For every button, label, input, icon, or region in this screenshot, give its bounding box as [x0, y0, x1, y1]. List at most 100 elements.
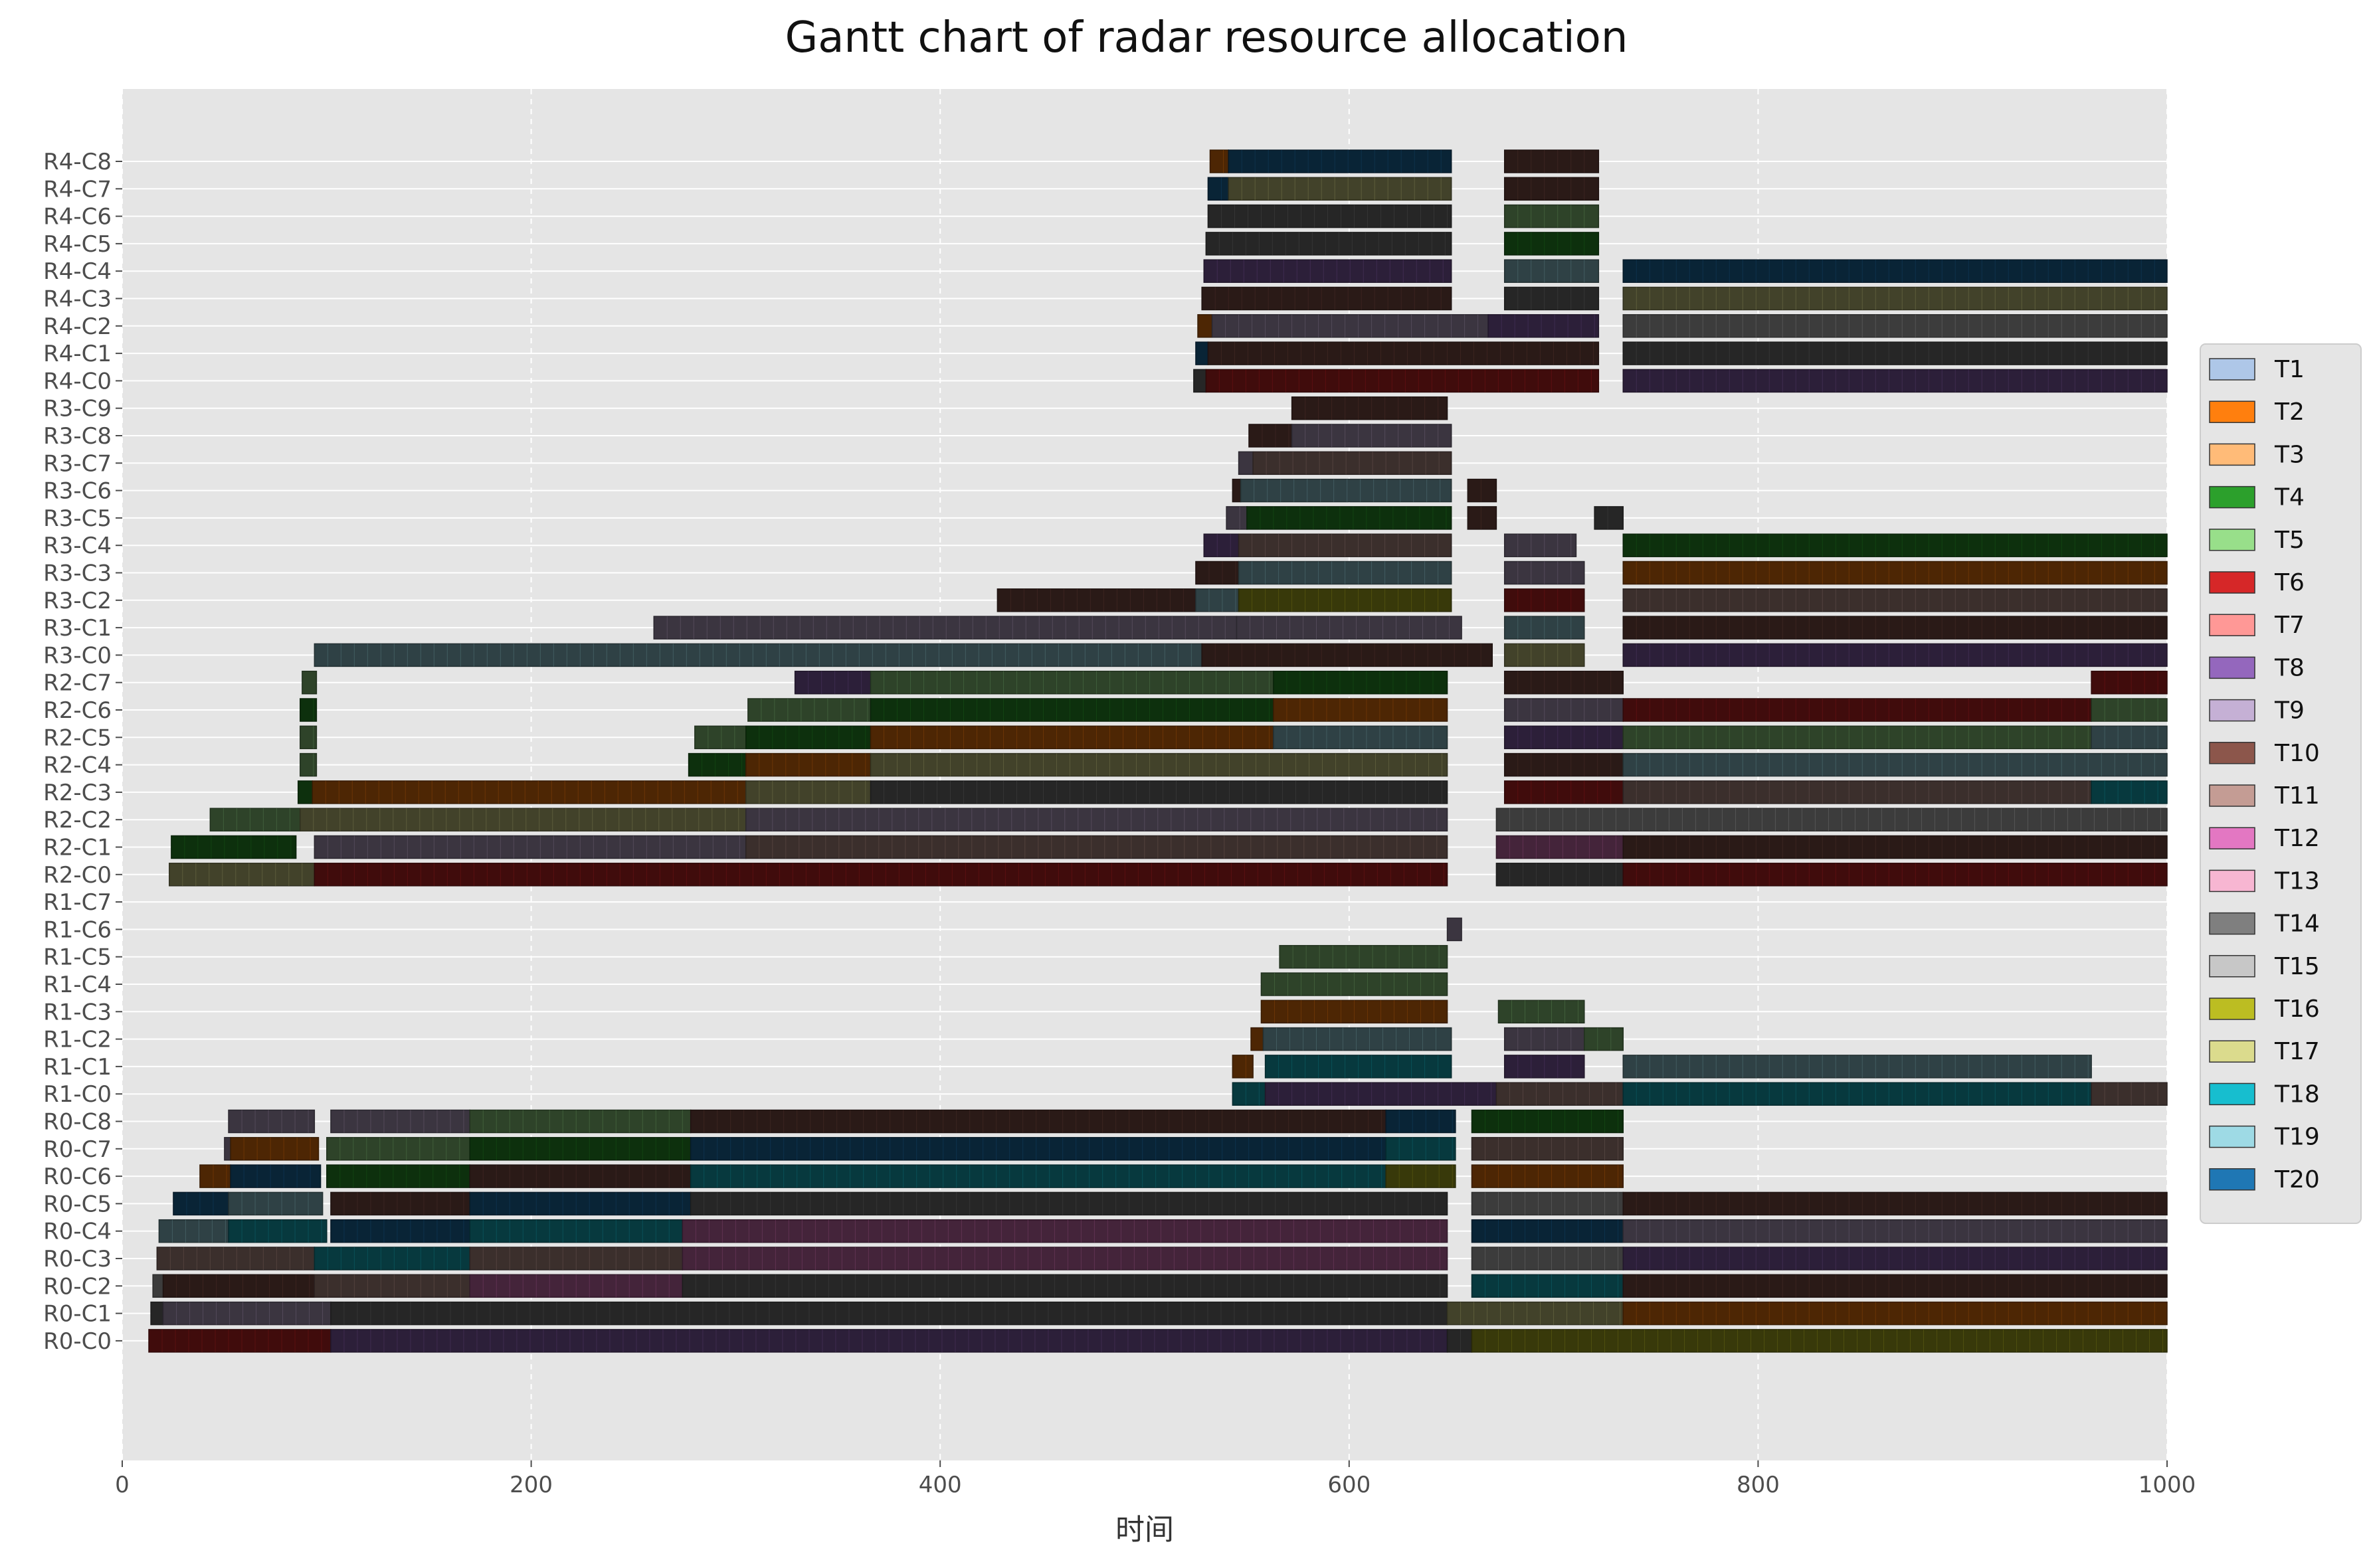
- task-bar-t4: [469, 1137, 692, 1161]
- legend-label-t17: T17: [2274, 1038, 2320, 1065]
- task-bar-t2: [1622, 1301, 2168, 1326]
- task-bar-t17: [1446, 1301, 1624, 1326]
- task-bar-t14: [150, 1301, 164, 1326]
- x-tick-label: 0: [115, 1472, 130, 1498]
- y-tick-label: R1-C3: [43, 999, 112, 1025]
- task-bar-t18: [228, 1219, 328, 1243]
- task-bar-t12: [682, 1219, 1448, 1243]
- task-bar-t11: [1252, 451, 1452, 476]
- legend: T1 T2 T3 T4 T5 T6 T7 T8 T9 T10 T11 T12 T13 T14 T15 T16 T…: [2200, 343, 2362, 1224]
- task-bar-t19: [1262, 1027, 1452, 1051]
- y-tick-label: R4-C2: [43, 313, 112, 340]
- task-bar-t20: [1207, 177, 1229, 201]
- task-bar-t15: [1471, 1247, 1624, 1270]
- task-bar-t14: [682, 1274, 1448, 1298]
- task-bar-t14: [1503, 286, 1600, 311]
- task-bar-t6: [1205, 369, 1600, 393]
- legend-swatch-t16: [2209, 998, 2255, 1020]
- task-bar-t10: [1503, 177, 1600, 201]
- legend-swatch-t4: [2209, 485, 2255, 509]
- task-bar-t15: [152, 1274, 164, 1298]
- task-bar-t4: [1503, 232, 1600, 256]
- task-bar-t10: [1467, 478, 1497, 503]
- task-bar-t14: [1622, 341, 2168, 365]
- legend-label-t14: T14: [2274, 911, 2320, 938]
- task-bar-t10: [1503, 149, 1600, 173]
- y-tick-label: R3-C6: [43, 478, 112, 505]
- task-bar-t5: [300, 725, 318, 750]
- task-bar-t11: [1471, 1137, 1624, 1161]
- x-tick-label: 600: [1327, 1472, 1371, 1498]
- legend-swatch-t10: [2209, 742, 2255, 764]
- task-bar-t10: [330, 1191, 471, 1216]
- legend-label-t16: T16: [2274, 996, 2320, 1023]
- task-bar-t2: [1232, 1055, 1254, 1079]
- task-bar-t19: [1240, 478, 1452, 503]
- task-bar-t14: [690, 1191, 1448, 1216]
- task-bar-t9: [1503, 533, 1577, 557]
- y-tick-label: R2-C3: [43, 780, 112, 806]
- x-axis-label: 时间: [1115, 1513, 1174, 1547]
- legend-swatch-t13: [2209, 869, 2255, 893]
- legend-label-t1: T1: [2274, 356, 2305, 383]
- y-tick-label: R2-C0: [43, 862, 112, 889]
- x-tick-label: 200: [510, 1472, 553, 1498]
- legend-label-t2: T2: [2274, 398, 2305, 426]
- y-tick-label: R4-C0: [43, 368, 112, 394]
- task-bar-t4: [1246, 506, 1452, 530]
- task-bar-t10: [1503, 752, 1624, 777]
- x-axis-ticks: 0 200 400 600 800 1000: [115, 1460, 2196, 1498]
- task-bar-t9: [224, 1137, 231, 1161]
- task-bar-t17: [300, 808, 747, 831]
- y-tick-label: R3-C4: [43, 533, 112, 559]
- task-bar-t9: [745, 808, 1448, 831]
- legend-label-t3: T3: [2274, 441, 2305, 468]
- task-bar-t20: [1622, 259, 2168, 283]
- y-tick-label: R1-C1: [43, 1054, 112, 1081]
- y-tick-label: R0-C1: [43, 1301, 112, 1328]
- y-tick-label: R1-C2: [43, 1027, 112, 1053]
- task-bar-t20: [230, 1164, 322, 1188]
- y-tick-label: R4-C1: [43, 341, 112, 367]
- legend-label-t19: T19: [2274, 1124, 2320, 1151]
- task-bar-t2: [745, 752, 872, 777]
- task-bar-t9: [1236, 616, 1462, 640]
- legend-swatch-t9: [2209, 699, 2255, 722]
- x-tick-label: 800: [1737, 1472, 1780, 1498]
- legend-swatch-t1: [2209, 358, 2255, 381]
- legend-label-t13: T13: [2274, 867, 2320, 895]
- task-bar-t6: [1622, 698, 2092, 722]
- task-bar-t18: [2091, 780, 2168, 804]
- task-bar-t10: [469, 1164, 692, 1188]
- y-tick-label: R1-C7: [43, 889, 112, 916]
- task-bar-t2: [870, 725, 1274, 750]
- legend-label-t20: T20: [2274, 1166, 2320, 1193]
- task-bar-t4: [171, 835, 297, 859]
- task-bar-t5: [694, 725, 747, 750]
- task-bar-t19: [2091, 725, 2168, 750]
- legend-swatch-t12: [2209, 827, 2255, 849]
- task-bar-t11: [745, 835, 1448, 859]
- y-tick-label: R0-C2: [43, 1273, 112, 1300]
- task-bar-t12: [1495, 835, 1624, 859]
- task-bar-t2: [1471, 1164, 1624, 1188]
- task-bar-t14: [1446, 1329, 1473, 1353]
- task-bars: [148, 149, 2168, 1353]
- task-bar-t8: [1622, 1247, 2168, 1270]
- task-bar-t9: [228, 1109, 316, 1134]
- task-bar-t5: [469, 1109, 692, 1134]
- task-bar-t6: [314, 863, 1448, 887]
- task-bar-t10: [1201, 286, 1452, 311]
- task-bar-t8: [1203, 259, 1452, 283]
- task-bar-t4: [745, 725, 872, 750]
- legend-label-t5: T5: [2274, 527, 2305, 554]
- y-tick-label: R4-C3: [43, 286, 112, 313]
- task-bar-t4: [870, 698, 1274, 722]
- task-bar-t10: [1622, 616, 2168, 640]
- y-tick-label: R0-C4: [43, 1219, 112, 1245]
- legend-label-t18: T18: [2274, 1081, 2320, 1108]
- task-bar-t19: [158, 1219, 229, 1243]
- task-bar-t10: [1291, 396, 1448, 420]
- y-tick-label: R3-C9: [43, 396, 112, 422]
